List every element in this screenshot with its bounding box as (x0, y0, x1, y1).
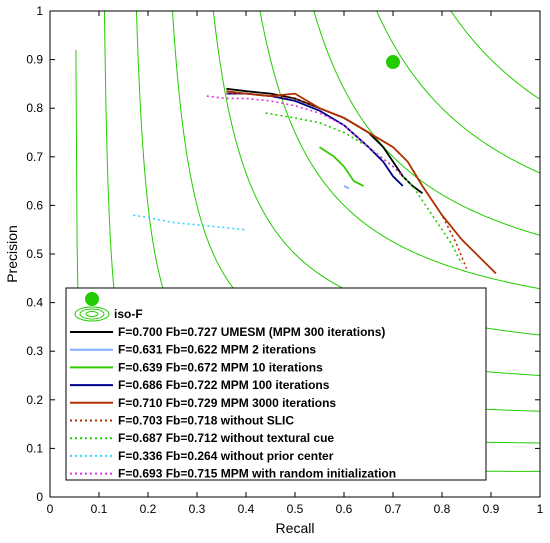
series-layer (133, 87, 497, 275)
legend-label-5: F=0.710 Fb=0.729 MPM 3000 iterations (118, 396, 336, 410)
y-tick-label: 0.3 (26, 344, 43, 358)
series-line-9 (206, 95, 404, 177)
x-tick-label: 0.3 (189, 502, 206, 516)
legend-iso-f-icon (74, 306, 110, 322)
legend-iso-f-label: iso-F (114, 307, 143, 321)
series-line-5 (226, 90, 497, 275)
legend-label-2: F=0.631 Fb=0.622 MPM 2 iterations (118, 343, 316, 357)
x-tick-label: 0.7 (385, 502, 402, 516)
x-tick-label: 0.9 (483, 502, 500, 516)
y-tick-label: 0.5 (26, 247, 43, 261)
legend: iso-F F=0.700 Fb=0.727 UMESM (MPM 300 it… (65, 287, 487, 481)
y-tick-label: 0.7 (26, 150, 43, 164)
legend-iso-f: iso-F (74, 292, 143, 322)
iso-f-curve-6 (259, 11, 540, 290)
legend-label-6: F=0.703 Fb=0.718 without SLIC (118, 414, 294, 428)
y-tick-label: 0.2 (26, 393, 43, 407)
legend-label-7: F=0.687 Fb=0.712 without textural cue (118, 431, 334, 445)
y-tick-label: 0 (36, 490, 43, 504)
y-axis-label: Precision (4, 225, 20, 283)
x-axis-label: Recall (276, 520, 315, 536)
iso-f-curve-8 (376, 11, 540, 174)
legend-label-1: F=0.700 Fb=0.727 UMESM (MPM 300 iteratio… (118, 325, 385, 339)
legend-label-3: F=0.639 Fb=0.672 MPM 10 iterations (118, 360, 323, 374)
legend-iso-f-icon (79, 308, 105, 320)
y-tick-label: 0.1 (26, 441, 43, 455)
x-tick-label: 0.6 (336, 502, 353, 516)
y-tick-label: 0.6 (26, 198, 43, 212)
series-line-1 (226, 87, 423, 194)
legend-label-4: F=0.686 Fb=0.722 MPM 100 iterations (118, 378, 330, 392)
legend-rows: F=0.700 Fb=0.727 UMESM (MPM 300 iteratio… (70, 325, 396, 481)
legend-iso-f-icon (85, 311, 99, 317)
y-tick-label: 0.4 (26, 296, 43, 310)
iso-f-curve-9 (450, 11, 540, 100)
legend-box (65, 287, 487, 481)
legend-label-9: F=0.693 Fb=0.715 MPM with random initial… (118, 467, 396, 481)
series-line-3 (319, 146, 364, 187)
x-tick-label: 0.4 (238, 502, 255, 516)
x-tick-label: 0.5 (287, 502, 304, 516)
iso-f-curve-5 (212, 11, 540, 336)
x-tick-label: 0.2 (140, 502, 157, 516)
x-tick-label: 0 (47, 502, 54, 516)
x-tick-label: 1 (537, 502, 544, 516)
legend-best-point-marker (85, 292, 99, 306)
y-tick-label: 0.9 (26, 53, 43, 67)
x-tick-label: 0.1 (91, 502, 108, 516)
best-point-marker (386, 55, 400, 70)
tick-layer: 0 0.1 0.2 0.3 0.4 0.5 0.6 0.7 0.8 0.9 1 0 0.1 0.2 0.3 0… (26, 4, 543, 516)
legend-label-8: F=0.336 Fb=0.264 without prior center (118, 449, 334, 463)
x-tick-label: 0.8 (434, 502, 451, 516)
series-line-6 (226, 92, 468, 269)
y-tick-label: 1 (36, 4, 43, 18)
y-tick-label: 0.8 (26, 101, 43, 115)
series-line-2 (343, 185, 350, 190)
